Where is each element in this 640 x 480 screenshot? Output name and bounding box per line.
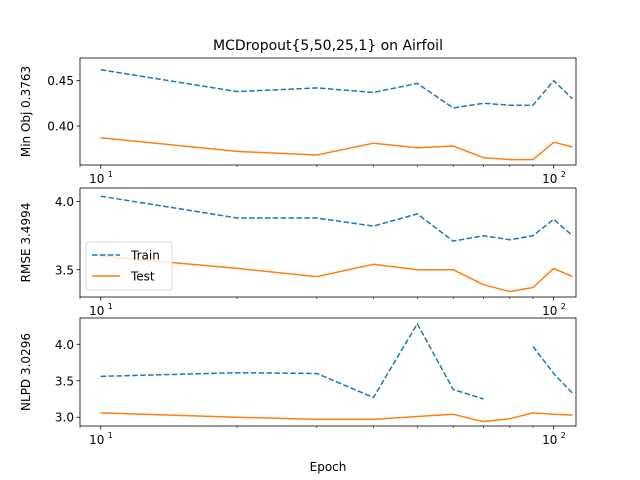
panels: 10 1 10 2 0.40 0.45 Min Obj 0.3763 10 1 10 2 3.5 4.0… bbox=[19, 57, 577, 447]
x-tick-label: 10 bbox=[542, 172, 557, 186]
x-tick-label-exponent: 2 bbox=[561, 302, 566, 311]
axes-frame bbox=[79, 187, 577, 298]
y-tick-label: 3.0 bbox=[55, 411, 74, 425]
y-tick-label: 0.45 bbox=[47, 74, 74, 88]
x-tick-label: 10 bbox=[542, 433, 557, 447]
legend: Train Test bbox=[85, 241, 173, 291]
y-axis-label: Min Obj 0.3763 bbox=[19, 66, 33, 157]
x-tick-label: 10 bbox=[542, 304, 557, 318]
y-axis-label: RMSE 3.4994 bbox=[19, 203, 33, 283]
panel-1: 10 1 10 2 0.40 0.45 Min Obj 0.3763 bbox=[19, 57, 577, 186]
panel-2: 10 1 10 2 3.5 4.0 RMSE 3.4994 bbox=[19, 187, 577, 318]
x-tick-label: 10 bbox=[89, 304, 104, 318]
x-tick-label-exponent: 1 bbox=[108, 302, 113, 311]
x-tick-label: 10 bbox=[89, 433, 104, 447]
x-tick-label-exponent: 1 bbox=[108, 170, 113, 179]
legend-label-test: Test bbox=[130, 270, 155, 284]
series-line-test bbox=[100, 412, 573, 423]
x-tick-label-exponent: 2 bbox=[561, 170, 566, 179]
figure-title: MCDropout{5,50,25,1} on Airfoil bbox=[213, 38, 443, 54]
series-line-test bbox=[100, 255, 573, 293]
y-tick-label: 3.5 bbox=[55, 374, 74, 388]
x-tick-label-exponent: 2 bbox=[561, 431, 566, 440]
legend-frame bbox=[85, 241, 173, 291]
x-tick-label: 10 bbox=[89, 172, 104, 186]
axes-frame bbox=[79, 317, 577, 427]
x-tick-label-exponent: 1 bbox=[108, 431, 113, 440]
panel-3: 10 1 10 2 3.0 3.5 4.0 NLPD 3.0296 bbox=[19, 317, 577, 447]
series-line-train bbox=[532, 346, 574, 394]
series-line-train bbox=[100, 69, 574, 109]
axes-frame bbox=[79, 57, 577, 166]
series-line-test bbox=[100, 137, 573, 161]
y-tick-label: 3.5 bbox=[55, 263, 74, 277]
series-line-train bbox=[100, 195, 573, 242]
y-tick-label: 4.0 bbox=[55, 195, 74, 209]
series-line-train bbox=[100, 323, 484, 400]
y-tick-label: 4.0 bbox=[55, 338, 74, 352]
x-axis-label: Epoch bbox=[310, 460, 347, 474]
y-axis-label: NLPD 3.0296 bbox=[19, 333, 33, 411]
legend-label-train: Train bbox=[130, 249, 160, 263]
y-tick-label: 0.40 bbox=[47, 120, 74, 134]
